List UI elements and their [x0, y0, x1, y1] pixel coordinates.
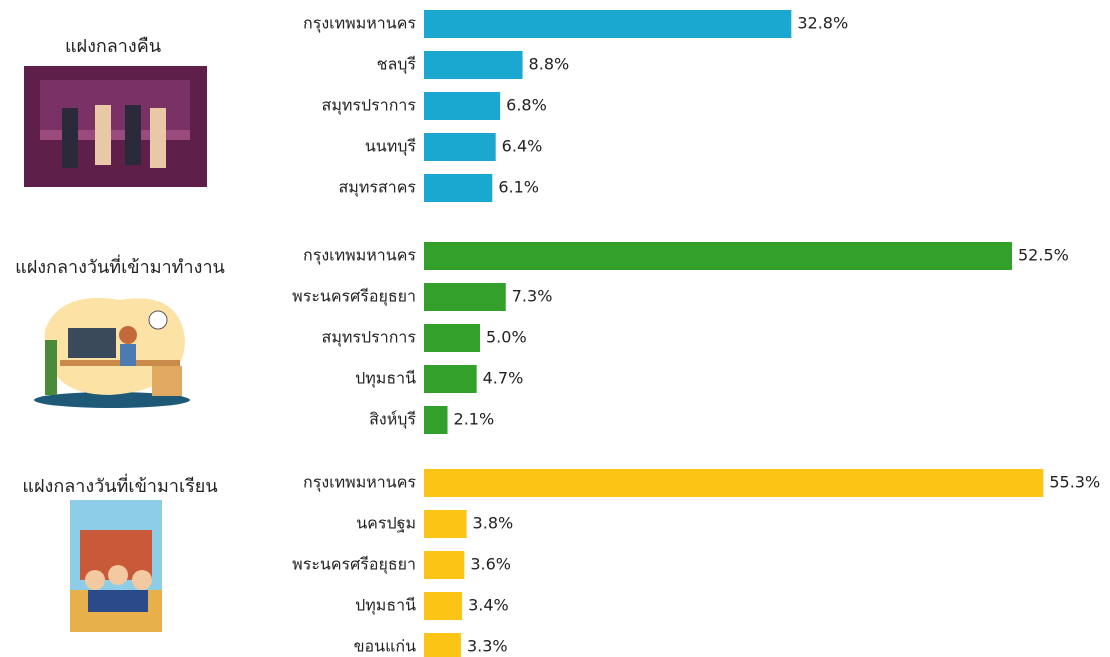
bar — [424, 633, 461, 657]
group-title: แฝงกลางวันที่เข้ามาทำงาน — [15, 254, 225, 278]
value-label: 6.4% — [502, 137, 543, 156]
value-label: 3.3% — [467, 637, 508, 656]
category-label: พระนครศรีอยุธยา — [292, 555, 416, 575]
category-label: สมุทรปราการ — [322, 96, 417, 116]
value-label: 8.8% — [529, 55, 570, 74]
category-label: พระนครศรีอยุธยา — [292, 287, 416, 307]
group-title: แฝงกลางวันที่เข้ามาเรียน — [22, 473, 217, 497]
bar — [424, 406, 448, 434]
school-illustration — [70, 500, 162, 632]
work-illustration — [34, 298, 190, 408]
bar — [424, 510, 467, 538]
value-label: 5.0% — [486, 328, 527, 347]
category-label: กรุงเทพมหานคร — [303, 14, 416, 34]
bar — [424, 469, 1044, 497]
value-label: 52.5% — [1018, 246, 1069, 265]
value-label: 4.7% — [483, 369, 524, 388]
category-label: นครปฐม — [356, 514, 416, 533]
category-label: นนทบุรี — [365, 137, 417, 157]
category-label: ปทุมธานี — [355, 596, 416, 616]
value-label: 2.1% — [454, 410, 495, 429]
bar — [424, 324, 480, 352]
value-label: 6.1% — [498, 178, 539, 197]
bar — [424, 174, 493, 202]
bar — [424, 592, 463, 620]
group-title: แฝงกลางคืน — [65, 36, 161, 57]
bar — [424, 133, 496, 161]
category-label: ขอนแก่น — [354, 637, 416, 656]
value-label: 6.8% — [506, 96, 547, 115]
category-label: ชลบุรี — [377, 55, 417, 75]
value-label: 3.6% — [470, 555, 511, 574]
night-illustration — [24, 66, 207, 187]
value-label: 7.3% — [512, 287, 553, 306]
bar — [424, 242, 1012, 270]
category-label: สมุทรปราการ — [322, 328, 417, 348]
bar — [424, 51, 523, 79]
category-label: ปทุมธานี — [355, 369, 416, 389]
bar — [424, 365, 477, 393]
bar — [424, 92, 501, 120]
category-label: กรุงเทพมหานคร — [303, 246, 416, 266]
category-label: กรุงเทพมหานคร — [303, 473, 416, 493]
bar — [424, 10, 792, 38]
bar — [424, 283, 506, 311]
value-label: 3.8% — [473, 514, 514, 533]
category-label: สมุทรสาคร — [339, 178, 417, 198]
value-label: 3.4% — [468, 596, 509, 615]
value-label: 55.3% — [1049, 473, 1100, 492]
category-label: สิงห์บุรี — [369, 410, 416, 430]
bar — [424, 551, 465, 579]
value-label: 32.8% — [797, 14, 848, 33]
